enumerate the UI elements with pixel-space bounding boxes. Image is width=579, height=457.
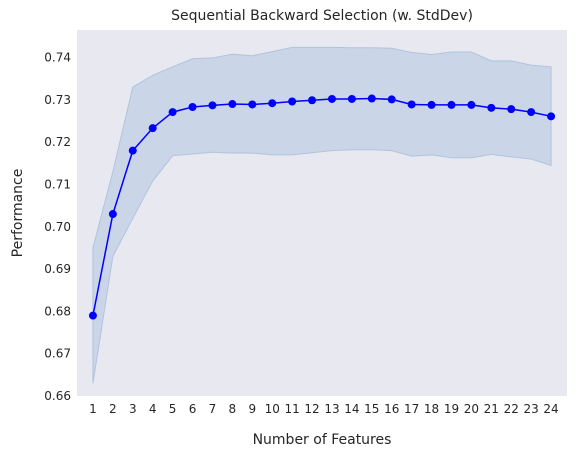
data-points xyxy=(88,94,556,320)
data-point xyxy=(467,100,476,109)
y-tick-labels: 0.66 0.67 0.68 0.69 0.70 0.71 0.72 0.73 0.74 xyxy=(44,51,71,403)
data-point xyxy=(88,311,97,320)
x-tick-label: 14 xyxy=(344,402,359,416)
data-point xyxy=(327,94,336,103)
data-point xyxy=(427,100,436,109)
x-tick-label: 5 xyxy=(169,402,177,416)
data-point xyxy=(347,94,356,103)
data-point xyxy=(447,100,456,109)
y-tick-label: 0.69 xyxy=(44,262,71,276)
x-tick-label: 2 xyxy=(109,402,117,416)
y-tick-label: 0.72 xyxy=(44,135,71,149)
y-tick-label: 0.66 xyxy=(44,389,71,403)
data-point xyxy=(148,124,157,133)
y-axis-title: Performance xyxy=(10,169,26,258)
y-tick-label: 0.73 xyxy=(44,93,71,107)
x-tick-label: 3 xyxy=(129,402,137,416)
data-point xyxy=(268,99,277,108)
data-point xyxy=(527,108,536,117)
data-point xyxy=(108,210,117,219)
x-tick-label: 6 xyxy=(189,402,197,416)
y-tick-label: 0.74 xyxy=(44,51,71,65)
data-point xyxy=(507,105,516,114)
x-tick-label: 24 xyxy=(543,402,558,416)
stddev-band xyxy=(92,46,552,384)
x-tick-label: 4 xyxy=(149,402,157,416)
x-tick-label: 18 xyxy=(424,402,439,416)
x-tick-label: 12 xyxy=(304,402,319,416)
y-tick-label: 0.70 xyxy=(44,220,71,234)
x-tick-label: 13 xyxy=(324,402,339,416)
x-tick-label: 22 xyxy=(504,402,519,416)
data-point xyxy=(168,108,177,117)
x-tick-label: 11 xyxy=(284,402,299,416)
y-tick-label: 0.71 xyxy=(44,177,71,191)
x-tick-label: 20 xyxy=(464,402,479,416)
x-tick-label: 7 xyxy=(209,402,217,416)
x-tick-labels: 1 2 3 4 5 6 7 8 9 10 11 12 13 14 15 16 17 18 19 20 21 22 23 24 xyxy=(89,402,559,416)
x-tick-label: 16 xyxy=(384,402,399,416)
x-tick-label: 8 xyxy=(229,402,237,416)
x-tick-label: 1 xyxy=(89,402,97,416)
x-tick-label: 17 xyxy=(404,402,419,416)
data-point xyxy=(367,94,376,103)
x-tick-label: 9 xyxy=(248,402,256,416)
chart-title: Sequential Backward Selection (w. StdDev… xyxy=(171,8,473,24)
y-tick-label: 0.68 xyxy=(44,304,71,318)
x-tick-label: 10 xyxy=(265,402,280,416)
data-point xyxy=(547,112,556,121)
data-point xyxy=(208,101,217,110)
data-point xyxy=(487,103,496,112)
stddev-band-layer xyxy=(92,46,552,384)
x-tick-label: 21 xyxy=(484,402,499,416)
data-point xyxy=(228,100,237,109)
data-point xyxy=(188,103,197,112)
x-tick-label: 19 xyxy=(444,402,459,416)
data-point xyxy=(407,100,416,109)
x-tick-label: 15 xyxy=(364,402,379,416)
data-point xyxy=(248,100,257,109)
data-point xyxy=(387,95,396,104)
data-point xyxy=(128,146,137,155)
y-tick-label: 0.67 xyxy=(44,347,71,361)
data-point xyxy=(288,97,297,106)
x-axis-title: Number of Features xyxy=(253,432,392,448)
data-point xyxy=(308,96,317,105)
x-tick-label: 23 xyxy=(524,402,539,416)
